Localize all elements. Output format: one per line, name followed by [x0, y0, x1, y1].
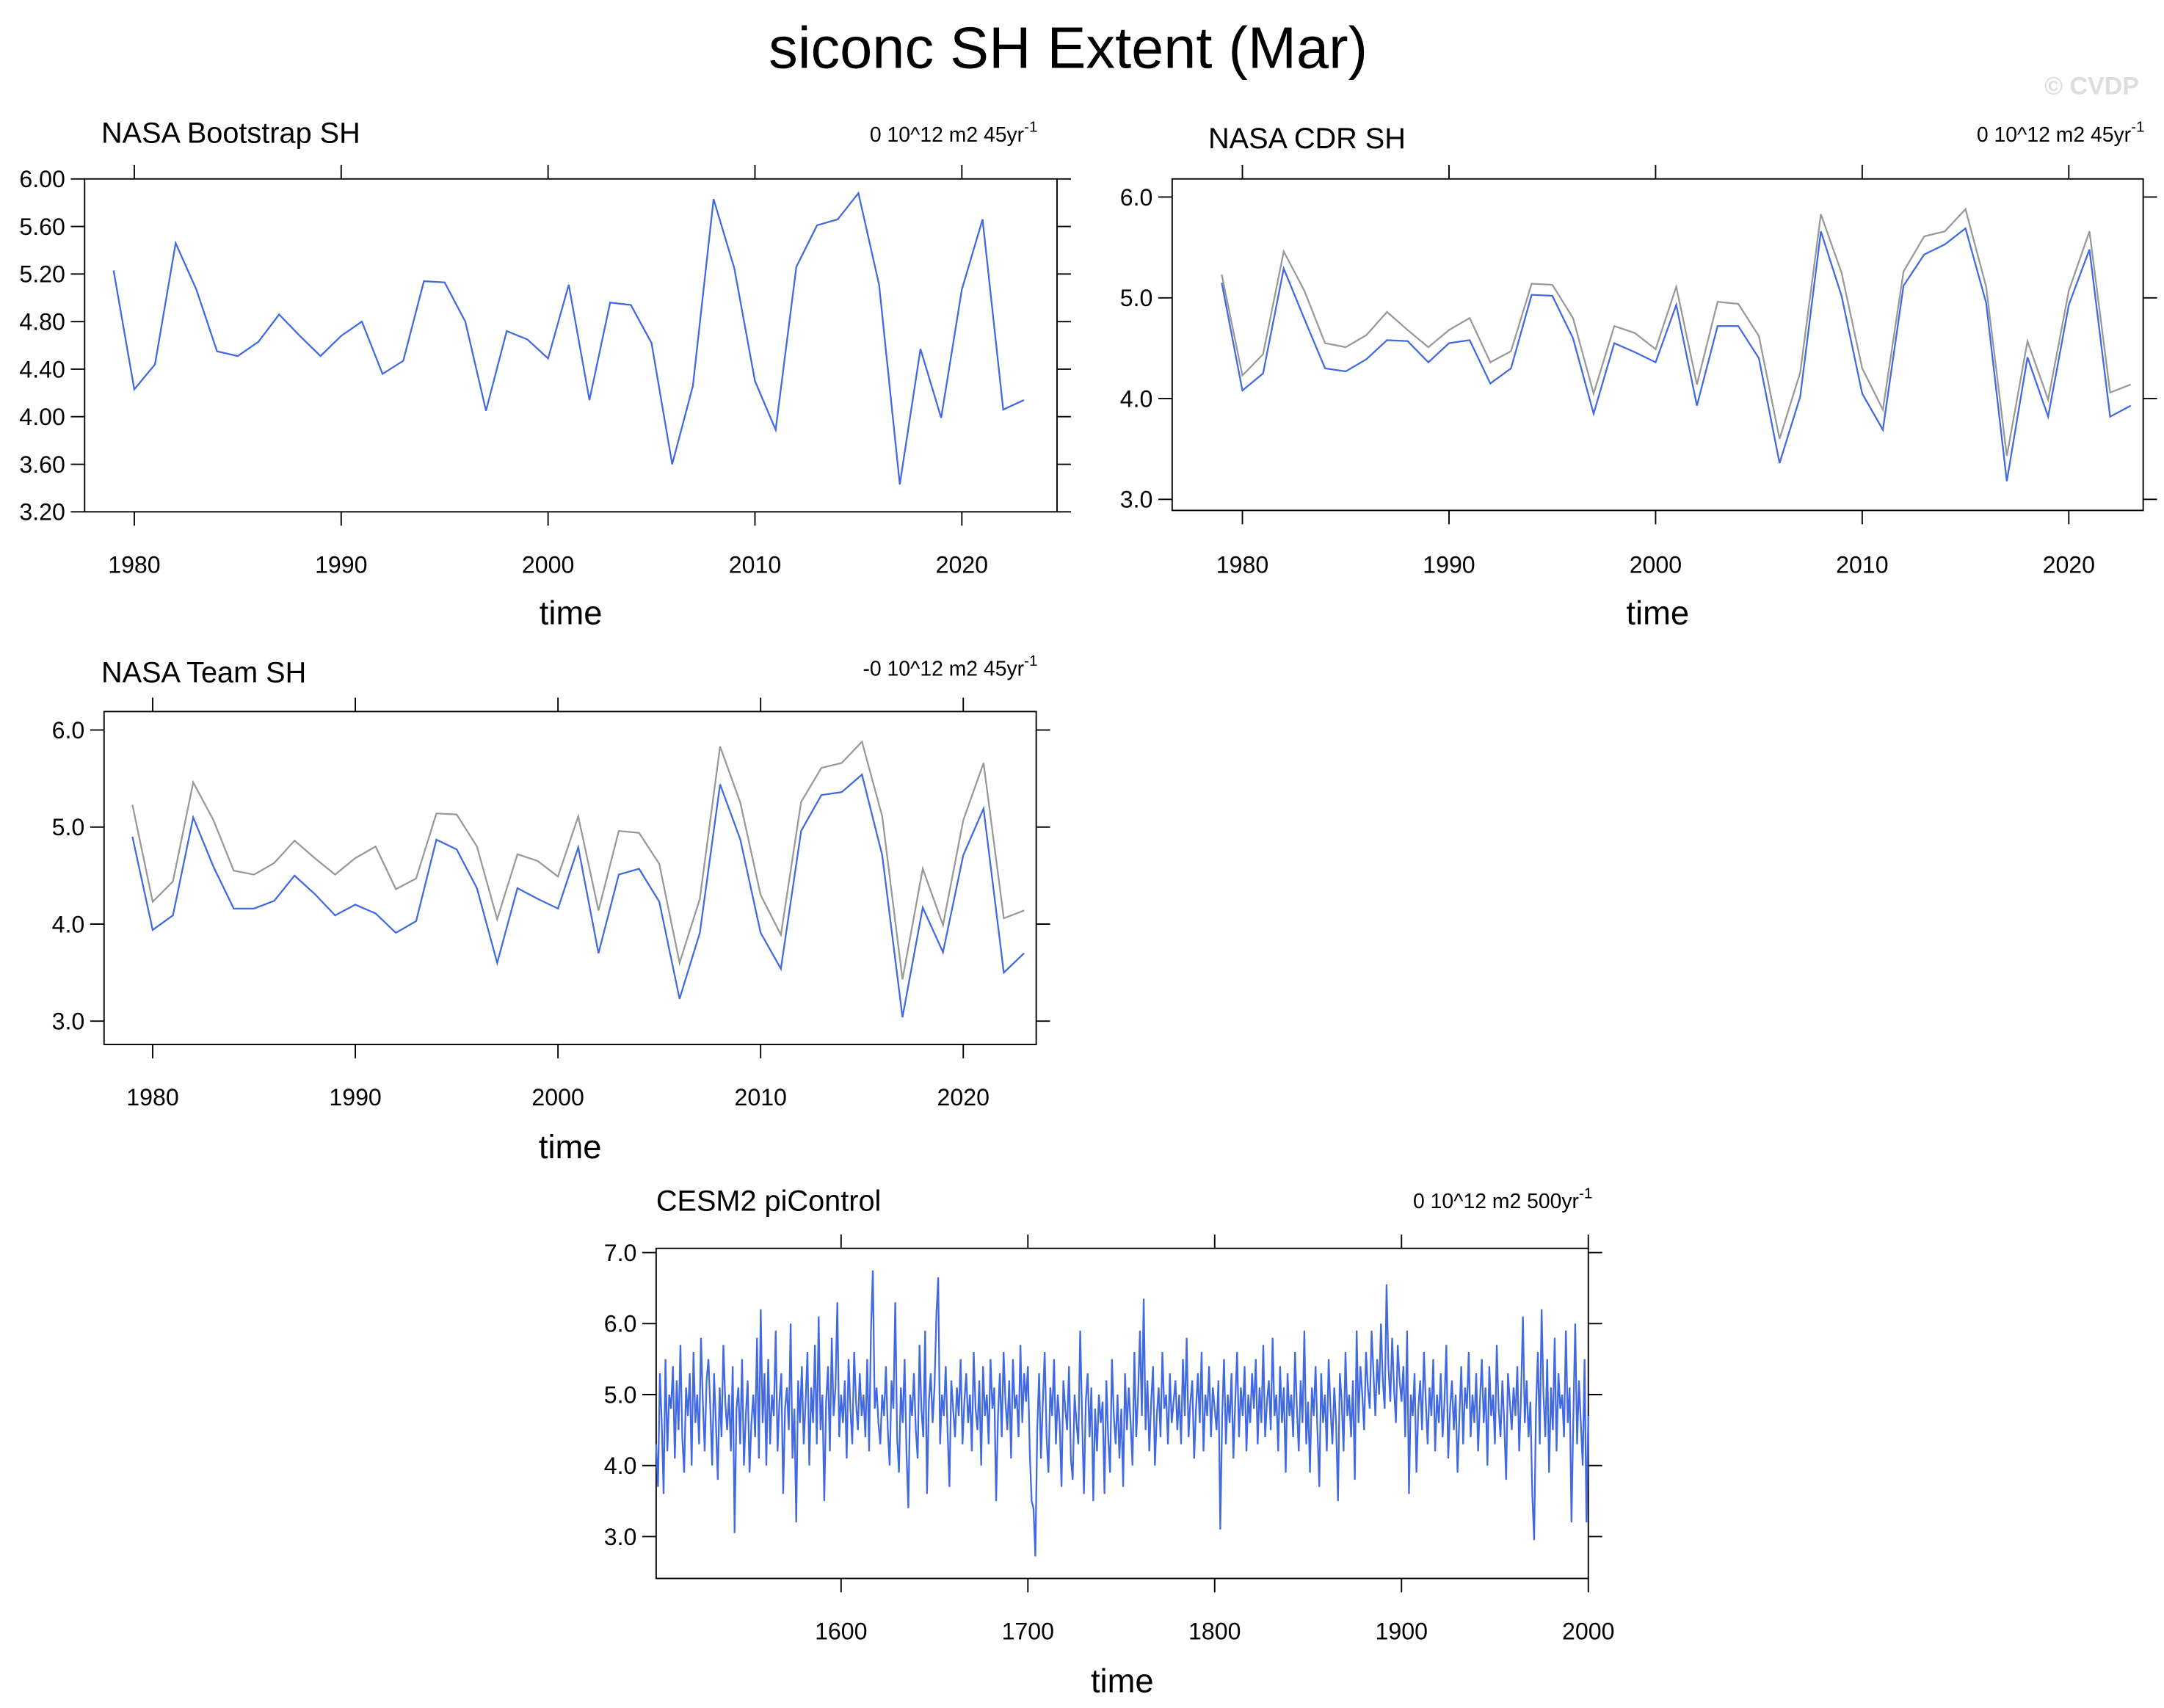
panel-title: NASA CDR SH [1208, 123, 1406, 155]
x-tick-label: 2000 [1630, 551, 1682, 578]
x-tick-label: 1990 [329, 1084, 381, 1111]
y-tick-label: 5.0 [52, 814, 85, 840]
watermark: © CVDP [2044, 73, 2139, 101]
panel-title: CESM2 piControl [656, 1185, 881, 1218]
y-tick-label: 6.00 [19, 166, 65, 192]
panel: NASA CDR SH 0 10^12 m2 45yr-1 time 3.0 4.0 5.… [1120, 119, 2157, 631]
x-axis-label: time [1091, 1662, 1154, 1699]
x-tick-label: 1990 [315, 551, 367, 578]
x-tick-label: 1980 [126, 1084, 178, 1111]
y-tick-label: 4.0 [52, 911, 85, 937]
x-tick-label: 1800 [1188, 1618, 1241, 1645]
x-tick-label: 2010 [1836, 551, 1888, 578]
trend-exponent: -1 [1024, 119, 1037, 136]
trend-annotation: 0 10^12 m2 500yr-1 [1413, 1185, 1592, 1213]
x-tick-label: 2000 [1562, 1618, 1614, 1645]
y-tick-label: 6.0 [52, 717, 85, 744]
y-tick-label: 4.0 [604, 1453, 637, 1479]
x-tick-label: 2010 [729, 551, 781, 578]
y-tick-label: 6.0 [1120, 184, 1153, 211]
data-line [131, 740, 1025, 980]
y-tick-label: 7.0 [604, 1240, 637, 1266]
data-line [1221, 207, 2132, 457]
x-tick-label: 1600 [815, 1618, 867, 1645]
data-line [655, 1270, 1589, 1557]
figure-title: siconc SH Extent (Mar) [769, 15, 1368, 81]
plot-frame [1171, 178, 2144, 512]
y-tick-label: 4.40 [19, 356, 65, 382]
trend-text: 0 10^12 m2 500yr [1413, 1190, 1579, 1213]
x-axis-label: time [539, 1128, 602, 1166]
data-line [1221, 227, 2132, 481]
x-tick-label: 2010 [734, 1084, 786, 1111]
x-tick-label: 2020 [937, 1084, 990, 1111]
panel: NASA Bootstrap SH 0 10^12 m2 45yr-1 time 3.… [19, 117, 1071, 631]
data-line [131, 773, 1025, 1018]
panel-title: NASA Bootstrap SH [101, 117, 360, 150]
x-tick-label: 1700 [1002, 1618, 1054, 1645]
trend-exponent: -1 [2131, 119, 2144, 136]
trend-text: 0 10^12 m2 45yr [870, 123, 1024, 147]
plot-frame [655, 1247, 1589, 1580]
x-tick-label: 1990 [1423, 551, 1475, 578]
trend-annotation: 0 10^12 m2 45yr-1 [870, 119, 1038, 147]
plot-frame [84, 178, 1058, 513]
trend-annotation: 0 10^12 m2 45yr-1 [1977, 119, 2145, 147]
trend-annotation: -0 10^12 m2 45yr-1 [863, 653, 1037, 680]
y-tick-label: 3.20 [19, 499, 65, 526]
x-axis-label: time [540, 594, 603, 631]
x-tick-label: 2020 [2043, 551, 2095, 578]
y-tick-label: 4.00 [19, 404, 65, 430]
x-tick-label: 1980 [108, 551, 160, 578]
y-tick-label: 3.0 [1120, 487, 1153, 513]
y-tick-label: 6.0 [604, 1311, 637, 1337]
y-tick-label: 5.0 [1120, 285, 1153, 311]
y-tick-label: 3.60 [19, 451, 65, 478]
panel: NASA Team SH -0 10^12 m2 45yr-1 time 3.0 4.0… [52, 653, 1050, 1166]
trend-exponent: -1 [1024, 653, 1037, 669]
panel: CESM2 piControl 0 10^12 m2 500yr-1 time 3.0… [604, 1185, 1615, 1700]
trend-text: 0 10^12 m2 45yr [1977, 123, 2131, 147]
trend-text: -0 10^12 m2 45yr [863, 657, 1024, 680]
y-tick-label: 3.0 [604, 1524, 637, 1550]
x-tick-label: 2020 [936, 551, 988, 578]
plot-frame [103, 711, 1037, 1045]
x-tick-label: 2000 [531, 1084, 584, 1111]
y-tick-label: 5.20 [19, 261, 65, 288]
y-tick-label: 5.60 [19, 214, 65, 240]
x-tick-label: 1900 [1376, 1618, 1428, 1645]
y-tick-label: 3.0 [52, 1009, 85, 1035]
data-line [112, 191, 1025, 485]
x-axis-label: time [1626, 594, 1689, 631]
y-tick-label: 5.0 [604, 1381, 637, 1408]
x-tick-label: 1980 [1216, 551, 1268, 578]
x-tick-label: 2000 [522, 551, 574, 578]
y-tick-label: 4.80 [19, 308, 65, 335]
trend-exponent: -1 [1579, 1185, 1592, 1202]
panel-title: NASA Team SH [101, 657, 306, 689]
y-tick-label: 4.0 [1120, 385, 1153, 412]
